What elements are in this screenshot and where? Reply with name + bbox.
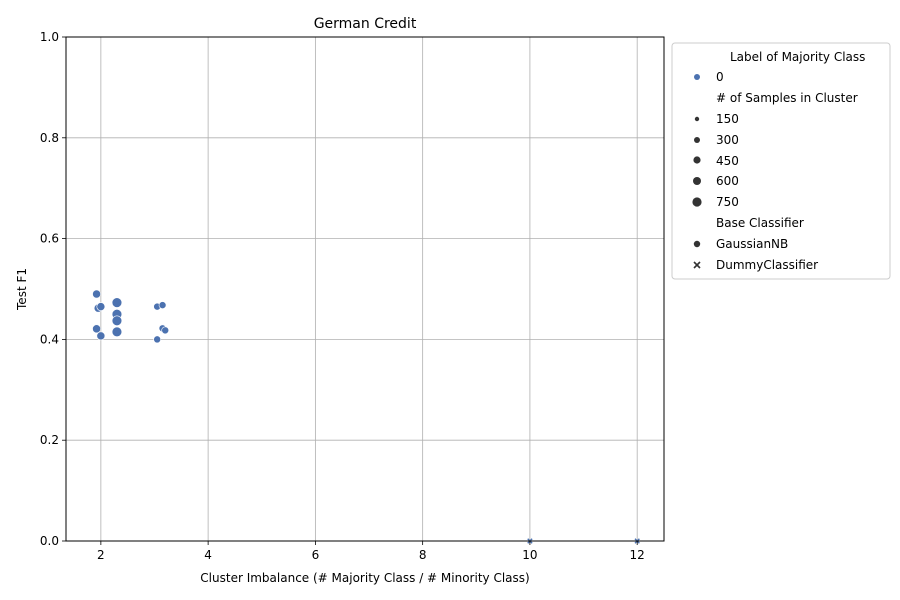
legend-size-item: 300 bbox=[716, 133, 739, 147]
legend-hue-item: 0 bbox=[716, 70, 724, 84]
legend-size-marker-450 bbox=[693, 156, 701, 164]
plot-area bbox=[66, 37, 664, 541]
data-points bbox=[92, 289, 640, 544]
legend-style-marker-circle bbox=[693, 240, 701, 248]
x-axis-ticks: 2 4 6 8 10 12 bbox=[97, 541, 645, 562]
legend-style-item: GaussianNB bbox=[716, 237, 788, 251]
y-tick-label: 0.4 bbox=[40, 332, 59, 346]
chart-title: German Credit bbox=[314, 16, 417, 32]
legend-hue-marker bbox=[694, 74, 700, 80]
x-tick-label: 2 bbox=[97, 548, 105, 562]
data-point bbox=[111, 315, 123, 326]
legend-size-marker-300 bbox=[694, 137, 700, 143]
legend-size-item: 450 bbox=[716, 154, 739, 168]
legend-frame bbox=[671, 42, 891, 280]
legend-size-item: 150 bbox=[716, 112, 739, 126]
x-tick-label: 4 bbox=[204, 548, 212, 562]
y-tick-label: 0.0 bbox=[40, 534, 59, 548]
legend: Label of Majority Class 0 # of Samples i… bbox=[671, 42, 891, 280]
legend-size-marker-750 bbox=[692, 197, 702, 207]
data-point bbox=[111, 326, 123, 338]
legend-size-marker-150 bbox=[694, 116, 700, 122]
data-point bbox=[153, 335, 162, 344]
data-point bbox=[96, 302, 106, 312]
x-tick-label: 6 bbox=[312, 548, 320, 562]
legend-size-item: 750 bbox=[716, 195, 739, 209]
data-point bbox=[158, 301, 167, 309]
x-tick-label: 8 bbox=[419, 548, 427, 562]
y-tick-label: 0.8 bbox=[40, 131, 59, 145]
x-tick-label: 10 bbox=[522, 548, 537, 562]
x-axis-label: Cluster Imbalance (# Majority Class / # … bbox=[200, 571, 529, 585]
legend-size-title: # of Samples in Cluster bbox=[716, 91, 858, 105]
data-point bbox=[96, 331, 106, 341]
legend-size-item: 600 bbox=[716, 174, 739, 188]
data-point bbox=[111, 297, 123, 308]
y-axis-label: Test F1 bbox=[15, 268, 29, 311]
plot-frame bbox=[65, 36, 665, 542]
x-tick-label: 12 bbox=[630, 548, 645, 562]
y-tick-label: 1.0 bbox=[40, 30, 59, 44]
y-axis-ticks: 0.0 0.2 0.4 0.6 0.8 1.0 bbox=[40, 30, 66, 548]
legend-hue-title: Label of Majority Class bbox=[730, 50, 865, 64]
data-point bbox=[92, 324, 101, 334]
y-tick-label: 0.2 bbox=[40, 433, 59, 447]
legend-style-item: DummyClassifier bbox=[716, 258, 818, 272]
legend-style-title: Base Classifier bbox=[716, 216, 804, 230]
legend-size-marker-600 bbox=[693, 177, 701, 185]
data-point bbox=[161, 326, 170, 335]
legend-style-marker-x bbox=[693, 261, 701, 269]
y-tick-label: 0.6 bbox=[40, 232, 59, 246]
data-point bbox=[92, 289, 101, 299]
